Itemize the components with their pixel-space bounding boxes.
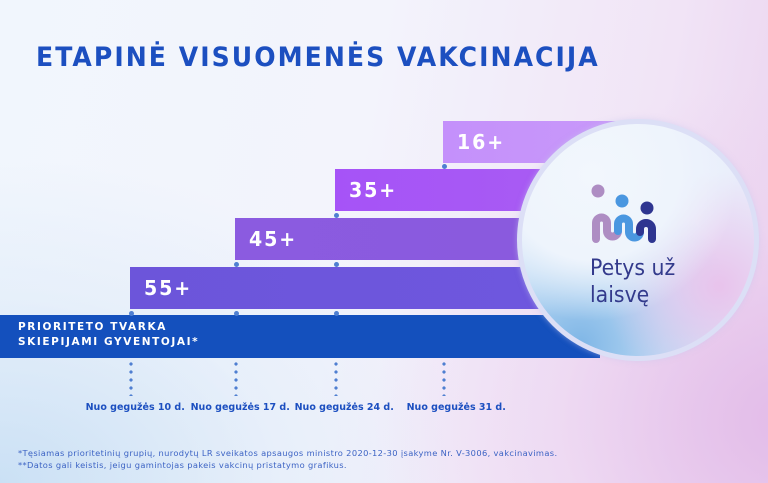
footnote-2: **Datos gali keistis, jeigu gamintojas p… <box>18 460 347 470</box>
priority-label-line2: SKIEPIJAMI GYVENTOJAI* <box>18 336 200 348</box>
people-wave-logo-icon <box>591 184 656 243</box>
timeline-dotted-line-10 <box>129 360 133 396</box>
brand-name: Petys už laisvę <box>590 255 675 309</box>
age-group-label: 16+ <box>457 130 506 154</box>
date-label-may-24: Nuo gegužės 24 d. <box>294 402 394 413</box>
timeline-marker-dot <box>334 213 339 218</box>
age-group-label: 55+ <box>144 276 193 300</box>
timeline-dotted-line-17 <box>234 360 238 396</box>
timeline-dotted-line-31 <box>442 360 446 396</box>
timeline-marker-dot <box>234 262 239 267</box>
timeline-marker-dot <box>334 311 339 316</box>
brand-name-line1: Petys už <box>590 256 676 281</box>
age-group-bar-45: 45+ <box>235 218 535 260</box>
date-label-may-31: Nuo gegužės 31 d. <box>406 402 506 413</box>
timeline-dotted-line-24 <box>334 360 338 396</box>
date-label-may-17: Nuo gegužės 17 d. <box>190 402 290 413</box>
brand-name-line2: laisvę <box>590 283 650 308</box>
date-label-may-10: Nuo gegužės 10 d. <box>85 402 185 413</box>
age-group-bar-55: 55+ <box>130 267 550 309</box>
page-title: ETAPINĖ VISUOMENĖS VAKCINACIJA <box>36 42 600 73</box>
timeline-marker-dot <box>234 311 239 316</box>
timeline-marker-dot <box>334 262 339 267</box>
priority-label-line1: PRIORITETO TVARKA <box>18 321 167 333</box>
age-group-label: 35+ <box>349 178 398 202</box>
footnote-1: *Tęsiamas prioritetinių grupių, nurodytų… <box>18 448 558 458</box>
timeline-marker-dot <box>442 164 447 169</box>
timeline-marker-dot <box>129 311 134 316</box>
age-group-label: 45+ <box>249 227 298 251</box>
priority-order-bar: PRIORITETO TVARKA SKIEPIJAMI GYVENTOJAI* <box>0 315 600 358</box>
